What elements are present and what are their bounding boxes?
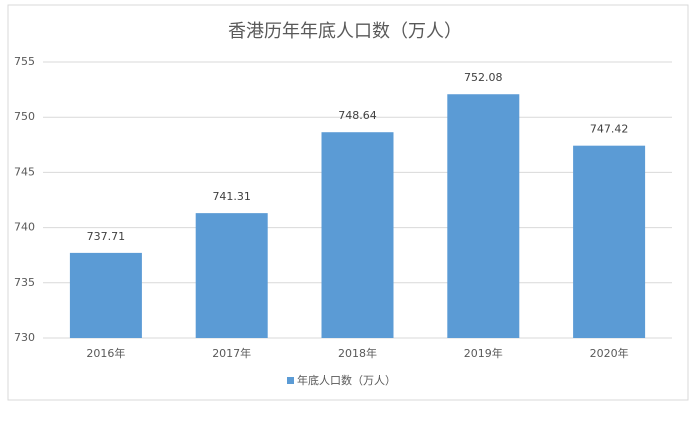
y-tick-label: 740 (14, 221, 35, 234)
bar (195, 213, 268, 338)
y-tick-label: 735 (14, 276, 35, 289)
data-label: 737.71 (87, 230, 126, 243)
x-tick-label: 2016年 (86, 346, 125, 360)
y-tick-label: 745 (14, 165, 35, 178)
data-label: 748.64 (338, 109, 377, 122)
bar (69, 252, 142, 338)
data-label: 741.31 (212, 190, 251, 203)
x-tick-label: 2020年 (590, 346, 629, 360)
y-tick-label: 750 (14, 110, 35, 123)
bar (573, 145, 646, 338)
bar (447, 94, 520, 338)
y-tick-label: 730 (14, 331, 35, 344)
y-tick-label: 755 (14, 55, 35, 68)
x-tick-label: 2019年 (464, 346, 503, 360)
legend-swatch (287, 377, 294, 384)
bar (321, 132, 394, 338)
chart-title: 香港历年年底人口数（万人） (228, 21, 462, 42)
x-tick-label: 2017年 (212, 346, 251, 360)
legend-label: 年底人口数（万人） (297, 373, 396, 387)
data-label: 752.08 (464, 71, 503, 84)
x-tick-label: 2018年 (338, 346, 377, 360)
data-label: 747.42 (590, 123, 629, 136)
